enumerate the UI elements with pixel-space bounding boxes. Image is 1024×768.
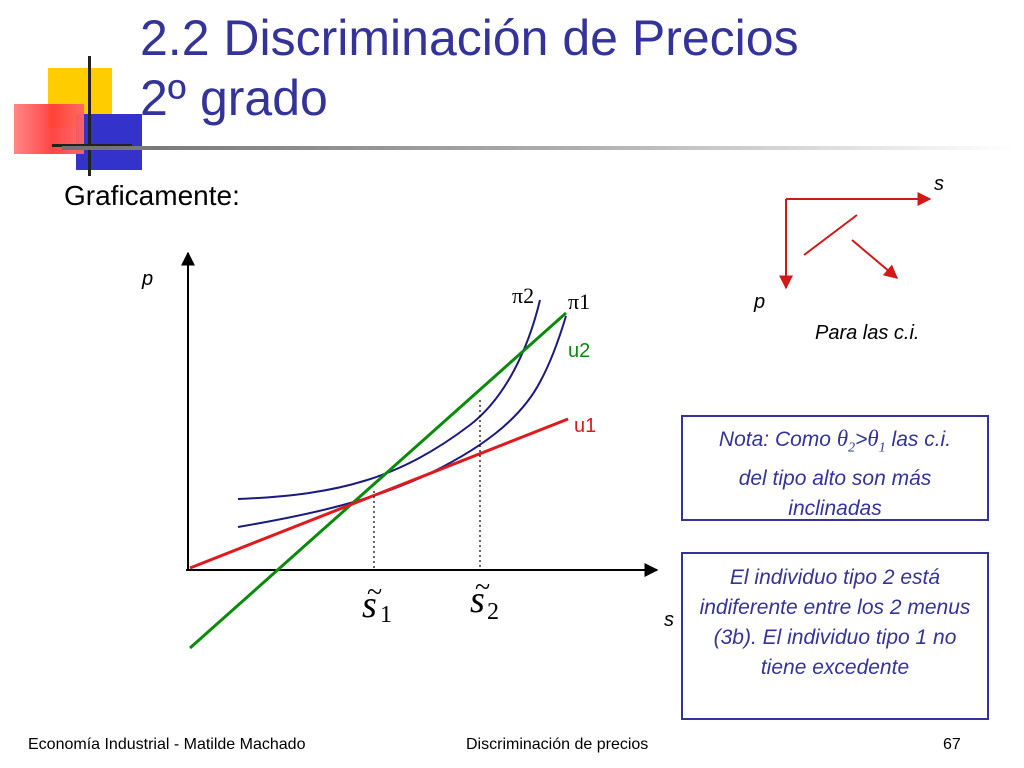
slide-title: 2.2 Discriminación de Precios 2º grado xyxy=(140,8,1000,128)
tick-s1-base: s xyxy=(362,584,377,626)
note1-line3: inclinadas xyxy=(788,496,882,520)
tick-s1: ~ s 1 xyxy=(362,577,392,628)
u2-label: u2 xyxy=(568,340,590,362)
title-line-1: 2.2 Discriminación de Precios xyxy=(140,10,799,66)
note1-after: las c.i. xyxy=(885,428,952,451)
u1-label: u1 xyxy=(574,415,596,437)
footer-page-number: 67 xyxy=(943,736,961,753)
pi2-label: π2 xyxy=(512,283,534,308)
inset-arrow xyxy=(851,239,899,279)
x-axis-label: s xyxy=(664,609,674,631)
note1-theta2: θ2 xyxy=(836,426,856,456)
pi1-curve xyxy=(237,315,567,528)
tick-s2-base: s xyxy=(470,579,485,621)
note2-text: El individuo tipo 2 está indiferente ent… xyxy=(699,566,971,679)
tick-s2: ~ s 2 xyxy=(470,572,499,625)
note1-prefix: Nota: Como xyxy=(718,428,837,451)
inset-caption: Para las c.i. xyxy=(815,322,919,344)
note1-theta1: θ1 xyxy=(867,426,886,456)
note1-gt: > xyxy=(855,428,868,451)
tick-s1-tilde: ~ xyxy=(367,577,382,608)
inset-x-label: s xyxy=(934,173,944,195)
tick-s2-tilde: ~ xyxy=(475,572,490,603)
title-line-2: 2º grado xyxy=(140,70,328,126)
u1-line xyxy=(189,417,569,570)
pi1-label: π1 xyxy=(568,289,590,314)
subtitle: Graficamente: xyxy=(64,180,240,211)
note1-line1: Nota: Como θ2>θ1 las c.i. xyxy=(683,424,987,464)
deco-horizontal-line xyxy=(52,144,132,147)
y-axis-label: p xyxy=(141,268,153,290)
title-underline xyxy=(62,146,1012,150)
deco-blue-square xyxy=(76,114,142,170)
note-box-2: El individuo tipo 2 está indiferente ent… xyxy=(681,552,989,720)
tick-s1-sub: 1 xyxy=(380,602,392,628)
deco-vertical-line xyxy=(88,56,91,176)
u2-line xyxy=(189,311,567,650)
note-box-1: Nota: Como θ2>θ1 las c.i. del tipo alto … xyxy=(681,415,989,521)
inset-line xyxy=(803,214,858,256)
tick-s2-sub: 2 xyxy=(487,599,499,625)
inset-diagram: s p Para las c.i. xyxy=(753,173,944,344)
footer-topic: Discriminación de precios xyxy=(466,736,649,753)
footer-author: Economía Industrial - Matilde Machado xyxy=(28,736,306,753)
inset-y-label: p xyxy=(753,291,765,313)
note1-line2: del tipo alto son más xyxy=(738,466,932,490)
